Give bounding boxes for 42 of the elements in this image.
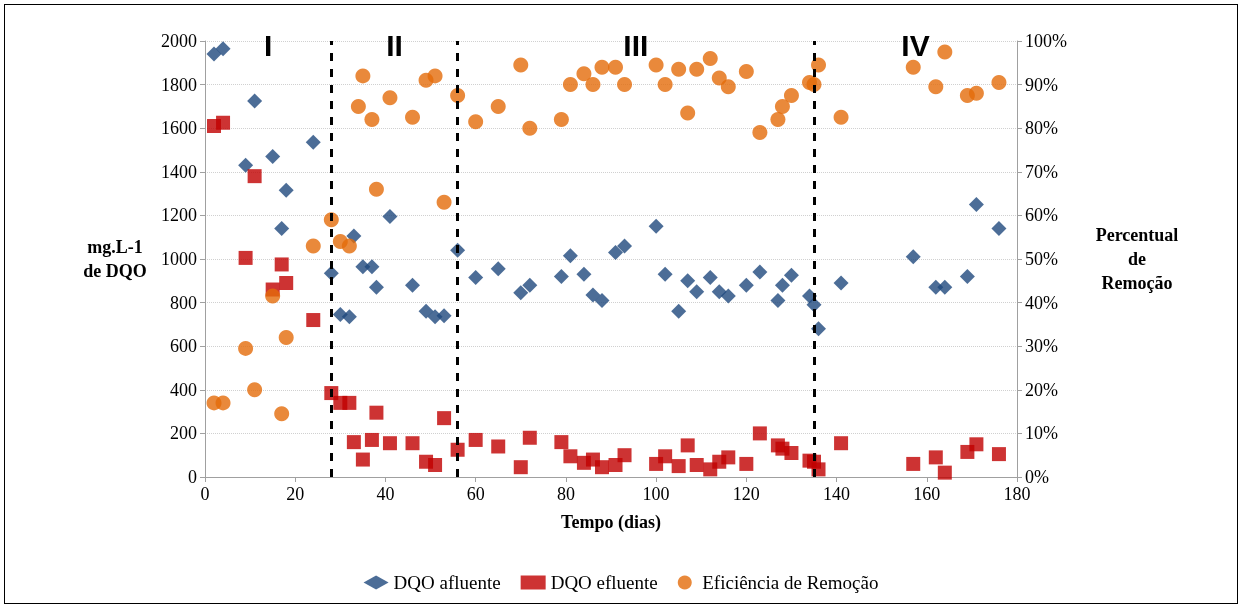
- y2-axis-title: Percentual de Remoção: [1095, 225, 1179, 293]
- legend-label: DQO efluente: [550, 572, 658, 593]
- y2-tick-label: 70%: [1025, 161, 1058, 182]
- x-tick-label: 20: [286, 484, 305, 504]
- y2-tick-label: 100%: [1025, 31, 1067, 51]
- annotation: IV: [901, 28, 930, 62]
- y-tick-label: 1000: [161, 249, 197, 269]
- y-axis-title: mg.L-1 de DQO: [83, 237, 147, 281]
- annotation: III: [623, 28, 649, 62]
- x-tick-label: 80: [556, 484, 575, 504]
- y2-tick-label: 50%: [1025, 249, 1058, 269]
- y-tick-label: 800: [170, 292, 197, 313]
- x-axis-title: Tempo (dias): [561, 512, 661, 533]
- y2-tick-label: 40%: [1025, 292, 1058, 313]
- y2-tick-label: 90%: [1025, 74, 1058, 95]
- y2-tick-label: 0%: [1025, 467, 1049, 487]
- annotation: I: [263, 28, 273, 62]
- y-tick-label: 400: [170, 379, 197, 400]
- x-tick-label: 0: [200, 484, 210, 504]
- x-tick-label: 100: [642, 484, 670, 504]
- y2-tick-label: 60%: [1025, 205, 1058, 226]
- x-tick-label: 120: [732, 484, 760, 504]
- x-tick-label: 180: [1003, 484, 1031, 504]
- x-tick-label: 160: [913, 484, 941, 504]
- y-tick-label: 1400: [161, 161, 197, 182]
- y2-tick-label: 80%: [1025, 118, 1058, 139]
- y2-tick-label: 20%: [1025, 379, 1058, 400]
- y2-tick-label: 10%: [1025, 423, 1058, 444]
- legend-label: Eficiência de Remoção: [702, 572, 879, 593]
- x-tick-label: 140: [823, 484, 851, 504]
- legend-label: DQO afluente: [393, 572, 501, 593]
- y2-tick-label: 30%: [1025, 336, 1058, 357]
- y-tick-label: 1200: [161, 205, 197, 226]
- x-tick-label: 60: [466, 484, 485, 504]
- y-tick-label: 200: [170, 423, 197, 444]
- y-tick-label: 2000: [161, 31, 197, 51]
- x-tick-label: 40: [376, 484, 395, 504]
- y-tick-label: 1600: [161, 118, 197, 139]
- y-tick-label: 0: [188, 467, 197, 487]
- y-tick-label: 600: [170, 336, 197, 357]
- y-tick-label: 1800: [161, 74, 197, 95]
- annotation: II: [386, 28, 403, 62]
